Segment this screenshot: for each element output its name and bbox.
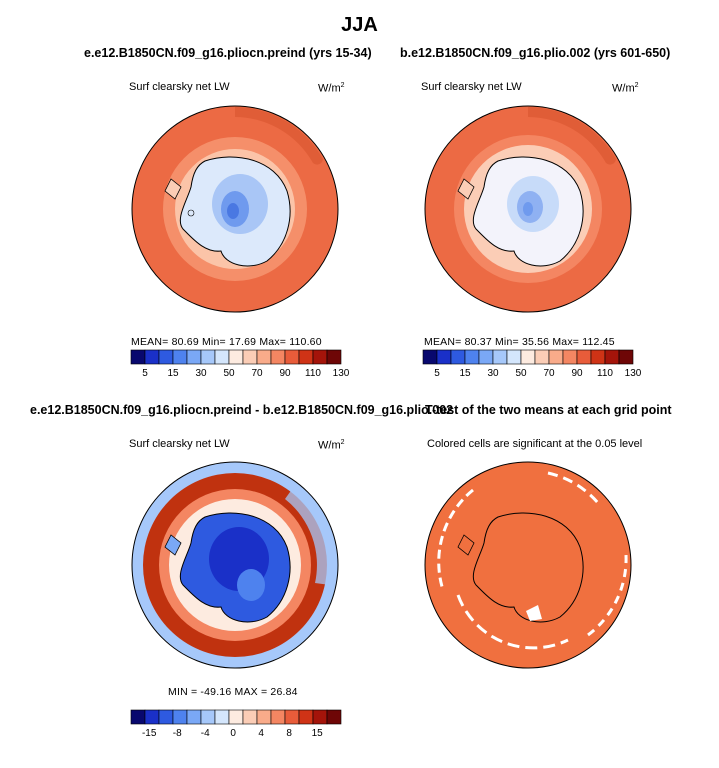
colorbar-tick-label: -8	[173, 728, 182, 739]
colorbar-cell	[130, 709, 146, 725]
colorbar-tick-label: 70	[251, 368, 263, 379]
colorbar-tick-label: 110	[305, 368, 321, 379]
colorbar-cell	[618, 349, 634, 365]
colorbar-cell	[242, 349, 258, 365]
colorbar-cell	[242, 709, 258, 725]
panel-2-units: W/m2	[612, 82, 639, 95]
colorbar-cell	[158, 349, 174, 365]
panel-4-subtitle: Colored cells are significant at the 0.0…	[427, 438, 643, 450]
colorbar-cell	[436, 349, 452, 365]
panel-3-stats: MIN = -49.16 MAX = 26.84	[168, 686, 298, 698]
colorbar-cell	[604, 349, 620, 365]
colorbar-cell	[562, 349, 578, 365]
colorbar-cell	[214, 709, 230, 725]
panel-1-stats: MEAN= 80.69 Min= 17.69 Max= 110.60	[131, 336, 322, 348]
colorbar-tick-label: 5	[142, 368, 148, 379]
colorbar-cell	[506, 349, 522, 365]
colorbar-tick-label: -4	[201, 728, 210, 739]
colorbar-cell	[200, 709, 216, 725]
colorbar-cell	[228, 349, 244, 365]
colorbar-tick-label: 130	[625, 368, 642, 379]
colorbar-cell	[158, 709, 174, 725]
colorbar-tick-label: 15	[167, 368, 179, 379]
map-panel-3	[131, 461, 339, 669]
colorbar-cell	[256, 349, 272, 365]
colorbar-cell	[326, 349, 342, 365]
panel-2-variable: Surf clearsky net LW	[421, 81, 522, 93]
colorbar-cell	[228, 709, 244, 725]
colorbar-tick-label: 5	[434, 368, 440, 379]
colorbar-cell	[130, 349, 146, 365]
colorbar-tick-label: 70	[543, 368, 555, 379]
colorbar-cell	[186, 709, 202, 725]
panel-2-title: b.e12.B1850CN.f09_g16.plio.002 (yrs 601-…	[400, 46, 671, 60]
colorbar-tick-label: 30	[487, 368, 499, 379]
colorbar-tick-label: 50	[515, 368, 527, 379]
colorbar-cell	[270, 709, 286, 725]
colorbar-cell	[576, 349, 592, 365]
colorbar-cell	[548, 349, 564, 365]
colorbar-cell	[478, 349, 494, 365]
panel-1-variable: Surf clearsky net LW	[129, 81, 230, 93]
colorbar-cell	[256, 709, 272, 725]
colorbar-cell	[312, 349, 328, 365]
colorbar-1: 5 15 30 50 70 90 110 130	[130, 349, 350, 379]
colorbar-cell	[312, 709, 328, 725]
colorbar-tick-label: 0	[230, 728, 236, 739]
colorbar-cell	[298, 349, 314, 365]
colorbar-cell	[520, 349, 536, 365]
colorbar-tick-label: -15	[142, 728, 157, 739]
panel-3-units: W/m2	[318, 439, 345, 452]
colorbar-tick-label: 4	[258, 728, 264, 739]
colorbar-cell	[464, 349, 480, 365]
colorbar-cell	[450, 349, 466, 365]
colorbar-cell	[144, 349, 160, 365]
colorbar-cell	[284, 709, 300, 725]
colorbar-tick-label: 90	[571, 368, 583, 379]
colorbar-tick-label: 130	[333, 368, 350, 379]
colorbar-2: 5 15 30 50 70 90 110 130	[422, 349, 642, 379]
colorbar-tick-label: 8	[286, 728, 292, 739]
colorbar-tick-label: 15	[312, 728, 324, 739]
colorbar-cell	[214, 349, 230, 365]
colorbar-cell	[284, 349, 300, 365]
colorbar-cell	[298, 709, 314, 725]
colorbar-3: -15 -8 -4 0 4 8 15	[130, 709, 342, 739]
colorbar-cell	[186, 349, 202, 365]
colorbar-cell	[422, 349, 438, 365]
panel-1-title: e.e12.B1850CN.f09_g16.pliocn.preind (yrs…	[84, 46, 372, 60]
colorbar-cell	[590, 349, 606, 365]
colorbar-cell	[172, 349, 188, 365]
main-title: JJA	[341, 14, 378, 36]
panel-1-units: W/m2	[318, 82, 345, 95]
colorbar-cell	[326, 709, 342, 725]
colorbar-tick-label: 30	[195, 368, 207, 379]
panel-4-title: T-test of the two means at each grid poi…	[425, 403, 672, 417]
panel-2-stats: MEAN= 80.37 Min= 35.56 Max= 112.45	[424, 336, 615, 348]
map-panel-4	[424, 461, 632, 669]
colorbar-cell	[144, 709, 160, 725]
map-panel-1	[131, 105, 339, 313]
colorbar-tick-label: 50	[223, 368, 235, 379]
panel-3-title: e.e12.B1850CN.f09_g16.pliocn.preind - b.…	[30, 403, 454, 417]
colorbar-cell	[172, 709, 188, 725]
panel-3-variable: Surf clearsky net LW	[129, 438, 230, 450]
colorbar-cell	[200, 349, 216, 365]
colorbar-tick-label: 110	[597, 368, 613, 379]
colorbar-cell	[534, 349, 550, 365]
colorbar-tick-label: 15	[459, 368, 471, 379]
colorbar-tick-label: 90	[279, 368, 291, 379]
map-panel-2	[424, 105, 632, 313]
colorbar-cell	[270, 349, 286, 365]
colorbar-cell	[492, 349, 508, 365]
